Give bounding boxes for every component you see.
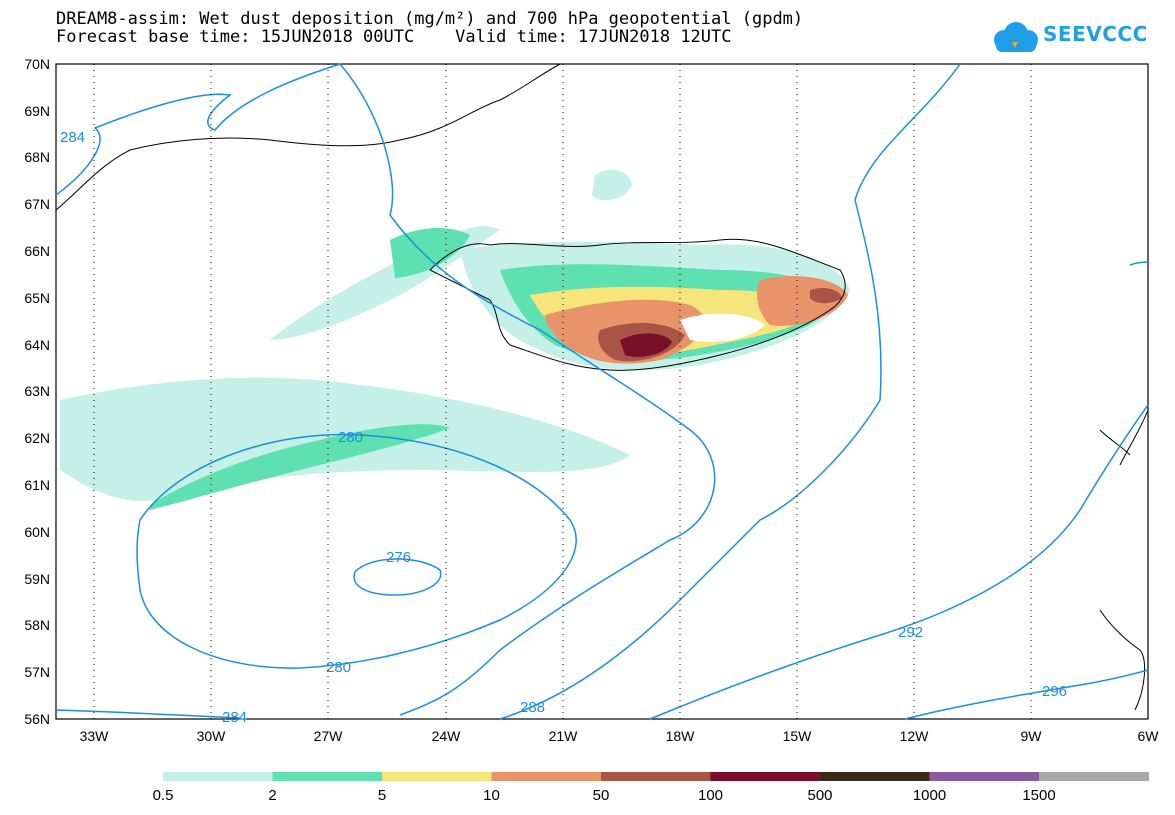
contour-284-south bbox=[55, 709, 241, 719]
contour-label: 276 bbox=[386, 549, 411, 566]
contour-292 bbox=[649, 404, 1149, 720]
map-title: DREAM8-assim: Wet dust deposition (mg/m²… bbox=[56, 9, 804, 29]
lon-label: 15W bbox=[783, 728, 813, 744]
lon-label: 30W bbox=[197, 728, 227, 744]
cloud-icon bbox=[994, 22, 1038, 52]
lat-label: 69N bbox=[24, 103, 50, 119]
coastlines bbox=[55, 63, 1149, 711]
coastline-faroe bbox=[1099, 429, 1131, 456]
contour-label: 280 bbox=[326, 659, 351, 676]
geopotential-contours bbox=[55, 63, 1149, 720]
legend-swatch bbox=[163, 772, 273, 781]
contour-label: 296 bbox=[1042, 683, 1067, 700]
legend-label: 50 bbox=[593, 787, 610, 804]
dust-white-hole bbox=[680, 313, 765, 342]
logo-text: SEEVCCC bbox=[1043, 22, 1148, 46]
lon-label: 18W bbox=[666, 728, 696, 744]
contour-labels: 284 280 276 280 284 288 292 296 bbox=[60, 129, 1067, 726]
coastline-scotland bbox=[1099, 609, 1145, 711]
legend-label: 10 bbox=[483, 787, 500, 804]
lat-label: 65N bbox=[24, 290, 50, 306]
legend-swatch bbox=[929, 772, 1040, 781]
lat-label: 58N bbox=[24, 617, 50, 633]
coastline-iceland bbox=[429, 238, 846, 371]
contour-right-edge bbox=[1129, 261, 1149, 266]
dust-small-patch bbox=[592, 169, 632, 201]
lat-label: 57N bbox=[24, 664, 50, 680]
contour-296 bbox=[904, 669, 1149, 720]
legend-label: 1000 bbox=[913, 787, 946, 804]
lat-label: 68N bbox=[24, 149, 50, 165]
lon-label: 9W bbox=[1021, 728, 1043, 744]
legend-swatch bbox=[1039, 772, 1149, 781]
lon-label: 12W bbox=[900, 728, 930, 744]
legend-label: 2 bbox=[268, 787, 276, 804]
lon-labels: 33W 30W 27W 24W 21W 18W 15W 12W 9W 6W bbox=[80, 728, 1160, 744]
contour-276 bbox=[353, 558, 442, 596]
lat-label: 61N bbox=[24, 477, 50, 493]
coastline-greenland bbox=[55, 63, 561, 211]
legend-swatch bbox=[710, 772, 821, 781]
contour-284-north bbox=[55, 63, 341, 196]
contour-288 bbox=[499, 63, 961, 720]
lat-label: 63N bbox=[24, 383, 50, 399]
legend-swatch bbox=[382, 772, 492, 781]
legend-swatch bbox=[820, 772, 930, 781]
legend-label: 1500 bbox=[1022, 787, 1055, 804]
legend-label: 5 bbox=[378, 787, 386, 804]
legend-label: 0.5 bbox=[153, 787, 174, 804]
dust-band-core bbox=[150, 424, 450, 510]
legend-swatch bbox=[491, 772, 602, 781]
contour-label: 292 bbox=[898, 624, 923, 641]
legend-labels: 0.5 2 5 10 50 100 500 1000 1500 bbox=[153, 787, 1056, 804]
lat-label: 60N bbox=[24, 524, 50, 540]
lon-label: 24W bbox=[432, 728, 462, 744]
lat-label: 64N bbox=[24, 337, 50, 353]
lon-label: 33W bbox=[80, 728, 110, 744]
lat-label: 56N bbox=[24, 711, 50, 727]
lon-label: 21W bbox=[549, 728, 579, 744]
lat-label: 70N bbox=[24, 56, 50, 72]
dust-iceland-max bbox=[620, 333, 672, 357]
map-subtitle: Forecast base time: 15JUN2018 00UTC Vali… bbox=[56, 27, 732, 47]
contour-label: 280 bbox=[338, 429, 363, 446]
coastline-norway bbox=[1119, 409, 1149, 466]
legend-label: 500 bbox=[807, 787, 832, 804]
lat-label: 67N bbox=[24, 196, 50, 212]
lat-label: 62N bbox=[24, 430, 50, 446]
lon-label: 27W bbox=[314, 728, 344, 744]
lon-label: 6W bbox=[1138, 728, 1160, 744]
contour-label: 284 bbox=[222, 709, 247, 726]
legend-label: 100 bbox=[698, 787, 723, 804]
contour-label: 284 bbox=[60, 129, 85, 146]
dust-east-brown bbox=[810, 287, 842, 304]
contour-280-outer bbox=[136, 433, 577, 669]
dust-shading bbox=[60, 169, 850, 510]
legend-colorbar bbox=[163, 772, 1149, 781]
lat-label: 59N bbox=[24, 571, 50, 587]
lat-label: 66N bbox=[24, 243, 50, 259]
legend-swatch bbox=[272, 772, 383, 781]
lat-labels: 56N 57N 58N 59N 60N 61N 62N 63N 64N 65N … bbox=[24, 56, 50, 727]
contour-mid bbox=[339, 63, 716, 716]
contour-label: 288 bbox=[520, 699, 545, 716]
legend-swatch bbox=[601, 772, 711, 781]
